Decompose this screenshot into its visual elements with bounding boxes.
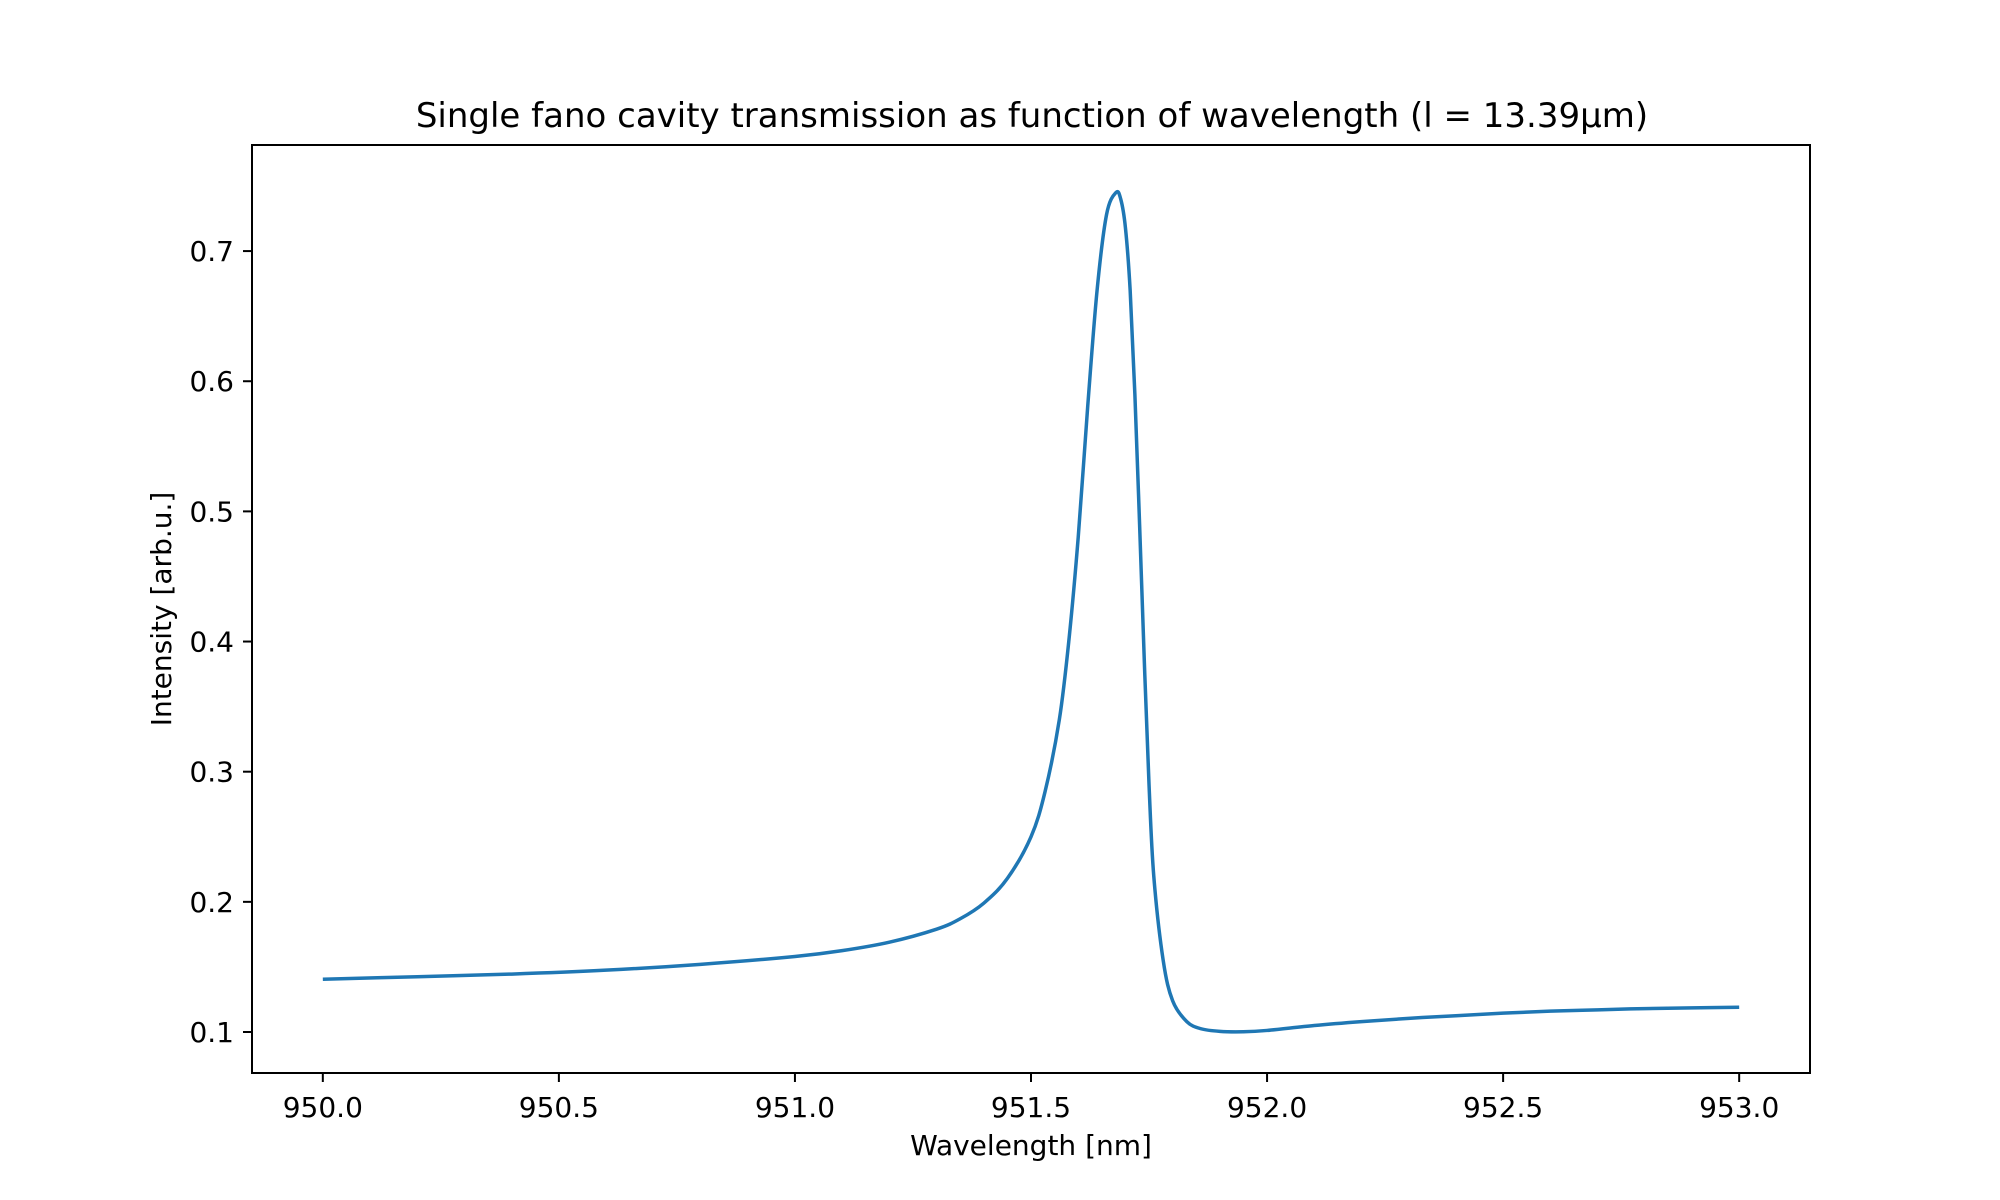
x-tick-label: 951.0	[755, 1091, 835, 1124]
x-tick-label: 952.0	[1227, 1091, 1307, 1124]
y-tick-label: 0.5	[189, 495, 234, 528]
y-tick-label: 0.1	[189, 1016, 234, 1049]
series-line	[322, 189, 1740, 1034]
chart-title: Single fano cavity transmission as funct…	[416, 96, 1648, 136]
x-tick-label: 951.5	[991, 1091, 1071, 1124]
x-tick-label: 953.0	[1699, 1091, 1779, 1124]
x-axis-label: Wavelength [nm]	[910, 1129, 1152, 1162]
y-tick-label: 0.2	[189, 886, 234, 919]
y-axis-label: Intensity [arb.u.]	[145, 492, 178, 727]
y-tick-label: 0.3	[189, 756, 234, 789]
x-tick-label: 950.5	[519, 1091, 599, 1124]
y-tick-label: 0.4	[189, 626, 234, 659]
x-axis: 950.0 950.5 951.0 951.5 952.0 952.5 953.0	[283, 1073, 1779, 1124]
y-axis: 0.1 0.2 0.3 0.4 0.5 0.6 0.7	[189, 235, 252, 1049]
y-tick-label: 0.7	[189, 235, 234, 268]
plot-layer	[322, 189, 1740, 1034]
y-tick-label: 0.6	[189, 365, 234, 398]
x-tick-label: 950.0	[283, 1091, 363, 1124]
x-tick-label: 952.5	[1463, 1091, 1543, 1124]
